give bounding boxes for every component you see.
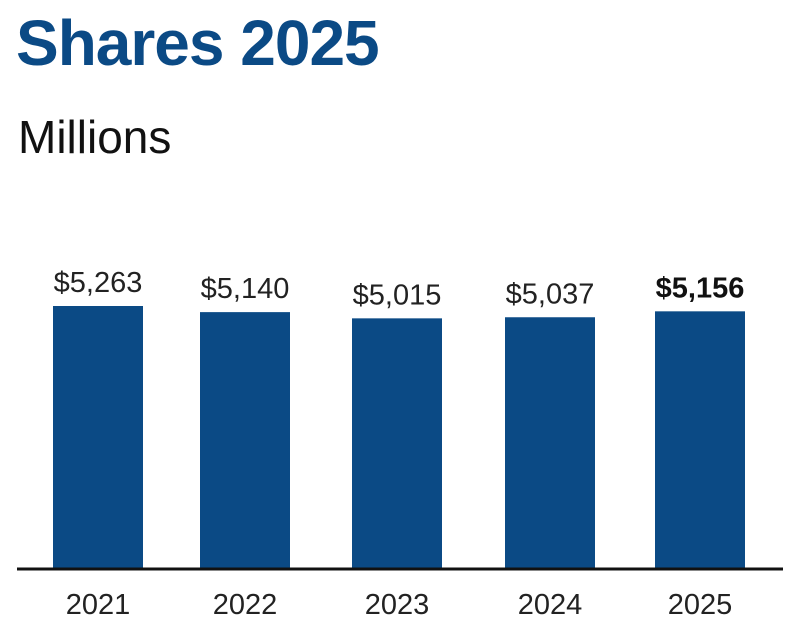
data-label-2023: $5,015 <box>353 279 442 311</box>
bar-2024 <box>505 317 595 568</box>
bar-2021 <box>53 306 143 568</box>
bar-2025 <box>655 311 745 568</box>
chart-subtitle: Millions <box>18 111 172 163</box>
bar-2023 <box>352 318 442 568</box>
data-label-2025: $5,156 <box>656 272 745 304</box>
data-label-2021: $5,263 <box>54 267 143 299</box>
bar-2022 <box>200 312 290 568</box>
x-tick-2025: 2025 <box>668 589 733 621</box>
x-tick-2024: 2024 <box>518 589 583 621</box>
chart-title: Shares 2025 <box>16 7 380 79</box>
x-tick-2021: 2021 <box>66 589 131 621</box>
x-tick-2022: 2022 <box>213 589 278 621</box>
x-tick-2023: 2023 <box>365 589 430 621</box>
data-label-2022: $5,140 <box>201 273 290 305</box>
data-label-2024: $5,037 <box>506 278 595 310</box>
